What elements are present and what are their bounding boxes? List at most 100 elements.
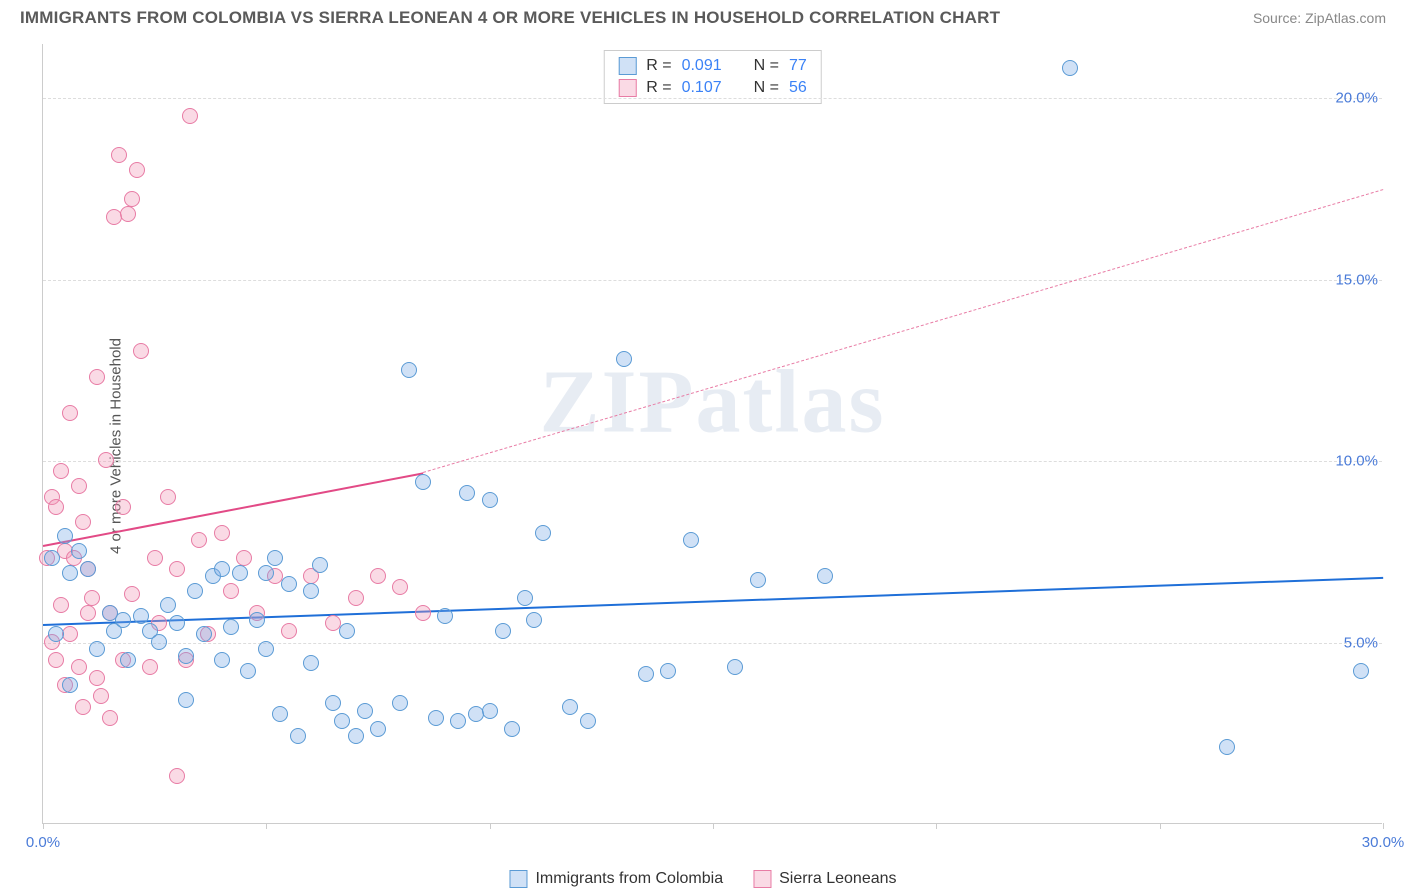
x-tick xyxy=(1160,823,1161,829)
data-point-pink xyxy=(120,206,136,222)
r-label: R = xyxy=(646,79,671,97)
data-point-blue xyxy=(80,561,96,577)
data-point-pink xyxy=(48,499,64,515)
data-point-pink xyxy=(124,191,140,207)
watermark-text: ZIPatlas xyxy=(539,351,885,454)
data-point-blue xyxy=(258,641,274,657)
x-tick xyxy=(713,823,714,829)
n-value-blue: 77 xyxy=(789,57,807,75)
gridline xyxy=(43,643,1382,644)
data-point-pink xyxy=(133,343,149,359)
stats-row-pink: R = 0.107 N = 56 xyxy=(618,77,807,99)
n-value-pink: 56 xyxy=(789,79,807,97)
gridline xyxy=(43,280,1382,281)
data-point-blue xyxy=(750,572,766,588)
data-point-blue xyxy=(495,623,511,639)
data-point-pink xyxy=(111,147,127,163)
swatch-pink-icon xyxy=(618,79,636,97)
data-point-blue xyxy=(290,728,306,744)
x-tick-label: 0.0% xyxy=(26,834,60,851)
chart-header: IMMIGRANTS FROM COLOMBIA VS SIERRA LEONE… xyxy=(0,0,1406,34)
data-point-pink xyxy=(124,586,140,602)
data-point-pink xyxy=(182,108,198,124)
data-point-blue xyxy=(580,713,596,729)
data-point-pink xyxy=(80,605,96,621)
stats-row-blue: R = 0.091 N = 77 xyxy=(618,55,807,77)
data-point-blue xyxy=(817,568,833,584)
r-label: R = xyxy=(646,57,671,75)
legend: Immigrants from Colombia Sierra Leoneans xyxy=(509,870,896,888)
data-point-pink xyxy=(281,623,297,639)
data-point-blue xyxy=(325,695,341,711)
r-value-pink: 0.107 xyxy=(682,79,722,97)
gridline xyxy=(43,461,1382,462)
data-point-pink xyxy=(98,452,114,468)
data-point-pink xyxy=(169,768,185,784)
data-point-blue xyxy=(482,703,498,719)
data-point-blue xyxy=(267,550,283,566)
x-tick xyxy=(266,823,267,829)
data-point-blue xyxy=(89,641,105,657)
legend-item-pink: Sierra Leoneans xyxy=(753,870,896,888)
data-point-blue xyxy=(223,619,239,635)
y-tick-label: 20.0% xyxy=(1335,90,1378,107)
data-point-blue xyxy=(450,713,466,729)
data-point-blue xyxy=(120,652,136,668)
data-point-blue xyxy=(727,659,743,675)
n-label: N = xyxy=(754,79,779,97)
data-point-blue xyxy=(1062,60,1078,76)
data-point-blue xyxy=(683,532,699,548)
data-point-blue xyxy=(428,710,444,726)
x-tick-label: 30.0% xyxy=(1362,834,1405,851)
data-point-blue xyxy=(437,608,453,624)
swatch-blue-icon xyxy=(618,57,636,75)
data-point-blue xyxy=(232,565,248,581)
data-point-pink xyxy=(348,590,364,606)
data-point-blue xyxy=(504,721,520,737)
swatch-pink-icon xyxy=(753,870,771,888)
data-point-pink xyxy=(71,478,87,494)
r-value-blue: 0.091 xyxy=(682,57,722,75)
trend-line xyxy=(43,577,1383,626)
data-point-blue xyxy=(517,590,533,606)
x-tick xyxy=(936,823,937,829)
data-point-pink xyxy=(147,550,163,566)
data-point-blue xyxy=(178,692,194,708)
data-point-pink xyxy=(214,525,230,541)
data-point-pink xyxy=(89,670,105,686)
data-point-pink xyxy=(71,659,87,675)
data-point-blue xyxy=(370,721,386,737)
data-point-blue xyxy=(151,634,167,650)
stats-box: R = 0.091 N = 77 R = 0.107 N = 56 xyxy=(603,50,822,104)
data-point-blue xyxy=(196,626,212,642)
y-tick-label: 5.0% xyxy=(1344,634,1378,651)
x-tick xyxy=(1383,823,1384,829)
data-point-pink xyxy=(89,369,105,385)
x-tick xyxy=(43,823,44,829)
trend-line xyxy=(423,189,1384,473)
data-point-blue xyxy=(272,706,288,722)
legend-label-blue: Immigrants from Colombia xyxy=(535,870,723,888)
data-point-pink xyxy=(75,699,91,715)
data-point-pink xyxy=(48,652,64,668)
data-point-pink xyxy=(115,499,131,515)
data-point-blue xyxy=(258,565,274,581)
data-point-blue xyxy=(415,474,431,490)
data-point-blue xyxy=(482,492,498,508)
data-point-blue xyxy=(312,557,328,573)
data-point-blue xyxy=(178,648,194,664)
data-point-pink xyxy=(191,532,207,548)
y-tick-label: 15.0% xyxy=(1335,271,1378,288)
data-point-blue xyxy=(459,485,475,501)
data-point-blue xyxy=(401,362,417,378)
x-tick xyxy=(490,823,491,829)
data-point-pink xyxy=(223,583,239,599)
data-point-blue xyxy=(339,623,355,639)
data-point-pink xyxy=(169,561,185,577)
data-point-blue xyxy=(526,612,542,628)
data-point-blue xyxy=(535,525,551,541)
data-point-blue xyxy=(169,615,185,631)
data-point-blue xyxy=(616,351,632,367)
swatch-blue-icon xyxy=(509,870,527,888)
data-point-blue xyxy=(1219,739,1235,755)
